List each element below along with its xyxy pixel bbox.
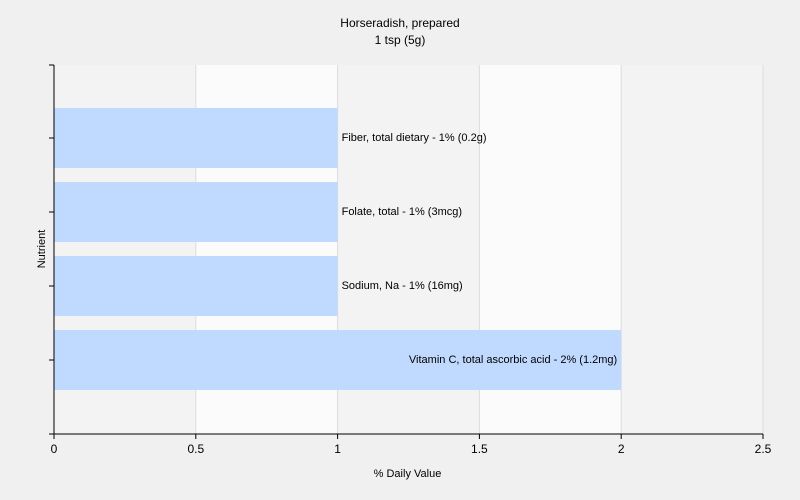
bar-2 — [54, 182, 338, 242]
x-axis-label: % Daily Value — [374, 468, 442, 480]
x-tick-label: 1 — [334, 442, 341, 456]
bar-label-2: Folate, total - 1% (3mcg) — [342, 206, 462, 218]
grid-band — [621, 65, 763, 434]
x-tick-label: 0.5 — [187, 442, 204, 456]
bar-label-3: Sodium, Na - 1% (16mg) — [342, 280, 463, 292]
x-tick-label: 1.5 — [471, 442, 488, 456]
bar-4 — [54, 330, 622, 390]
y-axis-label: Nutrient — [36, 230, 48, 269]
x-tick-label: 2 — [618, 442, 625, 456]
x-tick-label: 2.5 — [755, 442, 772, 456]
bar-label-4: Vitamin C, total ascorbic acid - 2% (1.2… — [409, 354, 617, 366]
bar-1 — [54, 108, 338, 168]
bar-3 — [54, 256, 338, 316]
chart-subtitle: 1 tsp (5g) — [374, 33, 426, 47]
x-tick-label: 0 — [51, 442, 58, 456]
bar-label-1: Fiber, total dietary - 1% (0.2g) — [342, 132, 487, 144]
chart-title: Horseradish, prepared — [340, 16, 460, 30]
